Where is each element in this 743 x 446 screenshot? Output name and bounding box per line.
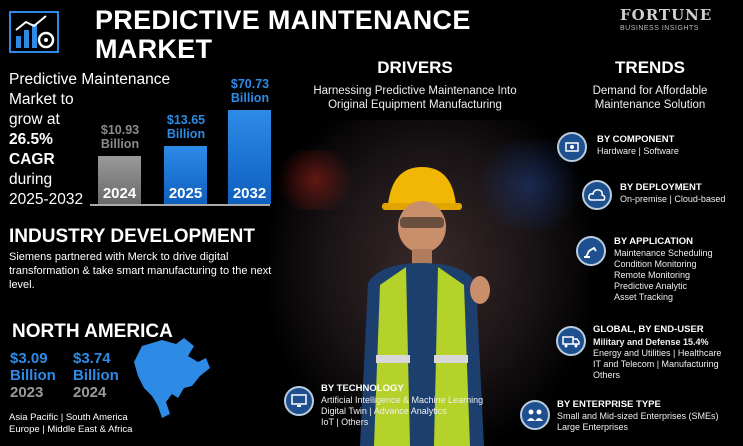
technology-items: Artificial Intelligence & Machine Learni… [321,395,483,428]
drivers-text-2: Original Equipment Manufacturing [328,99,502,111]
monitor-icon [284,386,314,416]
na-2023-block: $3.09 Billion 2023 [10,350,56,401]
other-regions: Asia Pacific | South America Europe | Mi… [9,412,132,436]
growth-line-1: Predictive Maintenance [9,71,171,88]
application-title: BY APPLICATION [614,236,693,247]
title-line-1: PREDICTIVE MAINTENANCE [95,5,471,35]
north-america-map-icon [134,338,210,418]
technology-item: Digital Twin | Advance Analytics [321,406,447,416]
growth-line-2: Market to [9,91,74,108]
drivers-title: DRIVERS [377,58,453,77]
cagr-value: 26.5% [9,131,53,148]
deployment-title: BY DEPLOYMENT [620,182,702,193]
na-year-2023: 2023 [10,384,44,401]
bar-value-label: $13.65 Billion [166,113,206,141]
technology-title: BY TECHNOLOGY [321,383,404,394]
enterprise-item: Large Enterprises [557,422,629,432]
drivers-text-1: Harnessing Predictive Maintenance Into [313,85,517,97]
application-item: Maintenance Scheduling [614,248,713,258]
trends-text-1: Demand for Affordable [592,85,708,97]
application-items: Maintenance Scheduling Condition Monitor… [614,248,713,303]
enterprise-item: Small and Mid-sized Enterprises (SMEs) [557,411,719,421]
trends-section: TRENDS Demand for Affordable Maintenance… [560,58,740,112]
technology-item: IoT | Others [321,417,369,427]
enterprise-items: Small and Mid-sized Enterprises (SMEs) L… [557,411,719,433]
regions-line-2: Europe | Middle East & Africa [9,424,133,435]
bar-value-label: $70.73 Billion [230,77,270,105]
bar-year-label: 2032 [232,185,267,202]
na-unit-2023: Billion [10,367,56,384]
application-item: Condition Monitoring [614,259,697,269]
robot-arm-icon [576,236,606,266]
regions-line-1: Asia Pacific | South America [9,412,128,423]
industry-development-text: Siemens partnered with Merck to drive di… [9,251,272,291]
industry-development-title: INDUSTRY DEVELOPMENT [9,226,255,247]
page-title: PREDICTIVE MAINTENANCE MARKET [95,6,471,64]
chart-baseline [90,204,270,206]
na-value-2023: $3.09 [10,350,48,367]
drivers-section: DRIVERS Harnessing Predictive Maintenanc… [290,58,540,112]
worker-illustration [360,167,490,446]
na-2024-block: $3.74 Billion 2024 [73,350,119,401]
brand-name: FORTUNE [620,6,713,24]
trends-title: TRENDS [615,58,685,77]
bar-year-label: 2024 [102,185,137,202]
chart-gear-icon [9,11,59,53]
application-item: Predictive Analytic [614,281,688,291]
growth-period: 2025-2032 [9,191,84,208]
deployment-items: On-premise | Cloud-based [620,194,726,204]
growth-line-3: grow at [9,111,60,128]
end-user-item: IT and Telecom | Manufacturing [593,359,719,369]
truck-icon [556,326,586,356]
cagr-label: CAGR [9,151,55,168]
title-line-2: MARKET [95,34,213,64]
growth-statement: Predictive Maintenance Market to grow at… [9,70,179,210]
application-item: Remote Monitoring [614,270,691,280]
end-user-items: Energy and Utilities | Healthcare IT and… [593,348,721,381]
enterprise-title: BY ENTERPRISE TYPE [557,399,661,410]
brand-subtitle: BUSINESS INSIGHTS [620,25,699,32]
brand-logo: FORTUNE BUSINESS INSIGHTS [620,6,740,32]
cloud-icon [582,180,612,210]
component-items: Hardware | Software [597,146,679,156]
red-light-glow [270,150,360,210]
end-user-item: Others [593,370,621,380]
na-unit-2024: Billion [73,367,119,384]
people-icon [520,400,550,430]
end-user-item: Energy and Utilities | Healthcare [593,348,722,358]
trends-text-2: Maintenance Solution [594,99,706,111]
na-year-2024: 2024 [73,384,107,401]
north-america-title: NORTH AMERICA [12,321,173,342]
bar-value-label: $10.93 Billion [100,123,140,151]
bar-2032: 2032 [228,110,271,204]
component-title: BY COMPONENT [597,134,675,145]
end-user-highlight: Military and Defense 15.4% [593,337,709,347]
growth-line-4: during [9,171,53,188]
bar-year-label: 2025 [168,185,203,202]
bar-2025: 2025 [164,146,207,204]
component-icon [557,132,587,162]
application-item: Asset Tracking [614,292,674,302]
end-user-title: GLOBAL, BY END-USER [593,324,704,335]
technology-item: Artificial Intelligence & Machine Learni… [321,395,484,405]
na-value-2024: $3.74 [73,350,111,367]
bar-2024: 2024 [98,156,141,204]
